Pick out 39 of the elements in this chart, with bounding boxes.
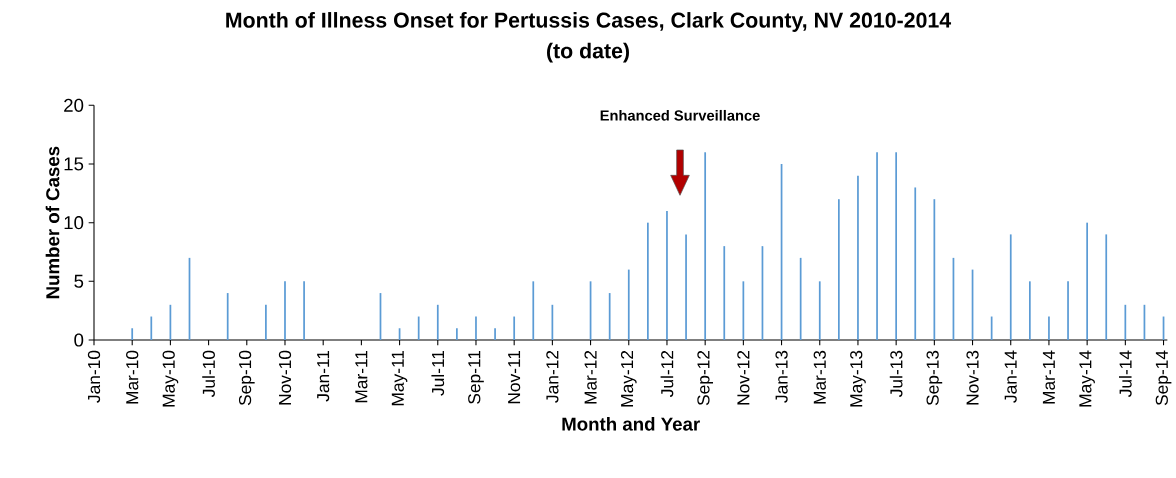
chart-subtitle: (to date) xyxy=(547,42,629,63)
y-axis-title: Number of Cases xyxy=(45,146,60,299)
y-tick-label: 0 xyxy=(74,333,84,347)
x-tick-label: Mar-11 xyxy=(355,350,368,403)
x-tick-label: Jul-14 xyxy=(1118,350,1132,397)
x-tick-label: Mar-13 xyxy=(813,350,826,404)
y-tick-label: 5 xyxy=(74,274,84,288)
y-tick-label: 20 xyxy=(64,98,84,112)
x-tick-label: Jan-12 xyxy=(546,350,559,403)
x-tick-label: May-11 xyxy=(391,350,408,406)
x-tick-label: Jan-11 xyxy=(317,350,330,402)
x-tick-label: Jul-12 xyxy=(660,350,674,397)
x-tick-label: Nov-12 xyxy=(737,350,750,405)
x-tick-label: Sep-11 xyxy=(468,350,484,404)
x-axis-title: Month and Year xyxy=(562,416,700,431)
x-tick-label: Jul-11 xyxy=(431,350,445,396)
x-tick-label: Mar-10 xyxy=(126,350,139,404)
x-tick-label: May-12 xyxy=(620,350,637,407)
x-tick-label: Nov-13 xyxy=(966,350,979,405)
x-tick-label: May-13 xyxy=(850,350,866,407)
x-tick-label: Sep-14 xyxy=(1155,350,1172,406)
x-tick-label: Nov-11 xyxy=(508,350,521,404)
y-tick-label: 15 xyxy=(64,157,84,171)
x-tick-label: May-10 xyxy=(162,350,179,407)
x-tick-label: Jan-14 xyxy=(1004,350,1017,403)
x-tick-label: Nov-10 xyxy=(278,350,292,405)
x-tick-label: Sep-13 xyxy=(926,350,943,406)
x-tick-label: Mar-12 xyxy=(584,350,597,404)
annotation: Enhanced Surveillance xyxy=(600,109,760,121)
x-tick-label: Jul-13 xyxy=(889,350,903,397)
y-tick-label: 10 xyxy=(64,216,84,230)
x-tick-label: Mar-14 xyxy=(1042,350,1055,404)
x-tick-label: May-14 xyxy=(1079,350,1095,407)
x-tick-label: Jan-10 xyxy=(87,350,101,403)
x-tick-label: Sep-10 xyxy=(238,350,255,406)
x-tick-label: Sep-12 xyxy=(697,350,714,406)
chart-title: Month of Illness Onset for Pertussis Cases, Clark County, NV 2010-2014 xyxy=(226,12,952,32)
x-tick-label: Jul-10 xyxy=(202,350,215,397)
x-tick-label: Jan-13 xyxy=(775,350,788,403)
